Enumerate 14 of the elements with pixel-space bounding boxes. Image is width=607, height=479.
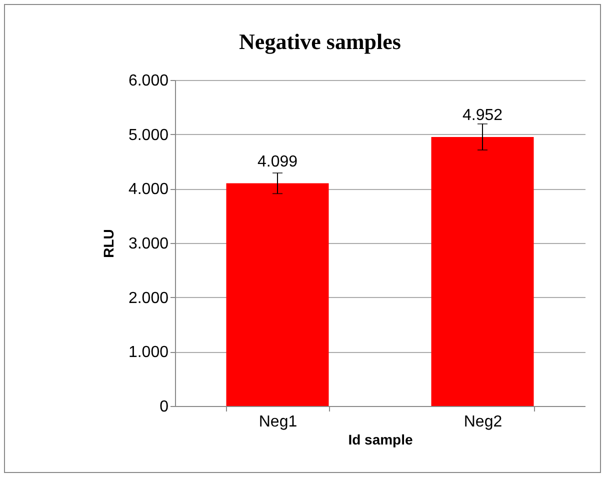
data-label: 4.952 — [462, 106, 503, 124]
y-tick-label: 5.000 — [128, 126, 169, 144]
chart-title: Negative samples — [239, 29, 402, 54]
x-axis-title: Id sample — [348, 432, 413, 448]
x-tick-label: Neg2 — [464, 414, 502, 430]
y-tick-label: 0 — [160, 398, 169, 416]
y-axis-title: RLU — [100, 229, 116, 258]
y-tick-label: 3.000 — [128, 236, 169, 252]
x-tick-label: Neg1 — [258, 414, 298, 430]
y-tick-label: 4.000 — [128, 181, 169, 198]
y-tick-label: 1.000 — [128, 344, 169, 362]
data-label: 4.099 — [257, 153, 298, 170]
y-tick-label: 2.000 — [128, 290, 169, 307]
y-tick-label: 6.000 — [128, 72, 169, 90]
